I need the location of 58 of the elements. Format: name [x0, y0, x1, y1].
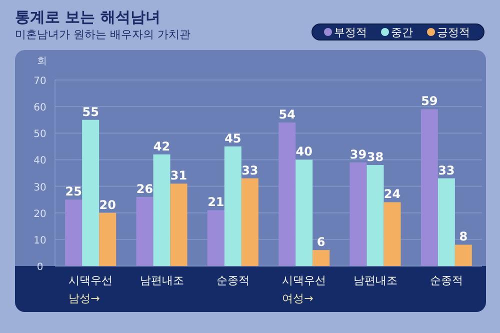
y-tick-label: 0: [36, 262, 44, 273]
y-tick-label: 30: [34, 182, 46, 194]
data-label: 40: [296, 144, 312, 159]
data-label: 25: [65, 184, 82, 199]
data-label: 38: [366, 150, 384, 164]
data-label: 39: [350, 147, 367, 162]
x-tick-label: 남편내조: [140, 274, 184, 287]
data-label: 55: [82, 104, 99, 119]
bar: [65, 200, 82, 266]
bar: [82, 120, 100, 266]
bar: [438, 178, 455, 266]
bar: [241, 178, 258, 266]
data-label: 21: [208, 195, 224, 210]
bar: [207, 210, 224, 266]
y-tick-label: 40: [34, 156, 46, 167]
y-tick-label: 10: [34, 235, 46, 246]
y-axis-title: 회: [37, 56, 47, 67]
data-label: 45: [224, 131, 242, 146]
bar: [454, 244, 472, 266]
y-tick-label: 70: [34, 76, 46, 87]
data-label: 33: [438, 163, 455, 178]
bar: [350, 162, 367, 266]
data-label: 20: [99, 198, 116, 212]
bar: [296, 160, 313, 266]
bar: [366, 165, 384, 266]
bar: [278, 122, 296, 266]
legend-label: 부정적: [334, 26, 367, 39]
x-tick-label: 시댁우선: [282, 274, 326, 287]
data-label: 54: [278, 108, 296, 122]
chart-subtitle: 미혼남녀가 원하는 배우자의 가치관: [15, 28, 190, 41]
bar: [153, 154, 170, 266]
y-tick-label: 20: [34, 208, 46, 220]
bar: [136, 196, 154, 266]
data-label: 24: [384, 187, 401, 202]
text: 남성→: [68, 292, 100, 305]
legend-label: 긍정적: [437, 26, 470, 39]
data-label: 6: [316, 235, 326, 250]
x-tick-label: 시댁우선: [68, 274, 113, 287]
bar: [420, 109, 438, 266]
bar: [384, 202, 401, 266]
y-tick-label: 50: [34, 129, 46, 140]
data-label: 33: [242, 163, 258, 178]
text: 여성→: [282, 292, 314, 305]
data-label: 26: [136, 182, 154, 196]
data-label: 42: [153, 139, 170, 154]
x-tick-label: 순종적: [216, 274, 250, 287]
data-label: 31: [170, 168, 188, 183]
bar: [170, 184, 188, 266]
data-label: 59: [421, 94, 438, 108]
bar: [224, 146, 242, 266]
data-label: 8: [459, 230, 468, 244]
legend-label: 중간: [391, 26, 413, 39]
x-tick-label: 남편내조: [353, 274, 398, 287]
bar: [312, 250, 330, 266]
x-tick-label: 순종적: [430, 274, 463, 287]
y-tick-label: 60: [34, 102, 46, 114]
bar: [99, 212, 116, 266]
chart-title: 통계로 보는 해석남녀: [15, 8, 160, 26]
